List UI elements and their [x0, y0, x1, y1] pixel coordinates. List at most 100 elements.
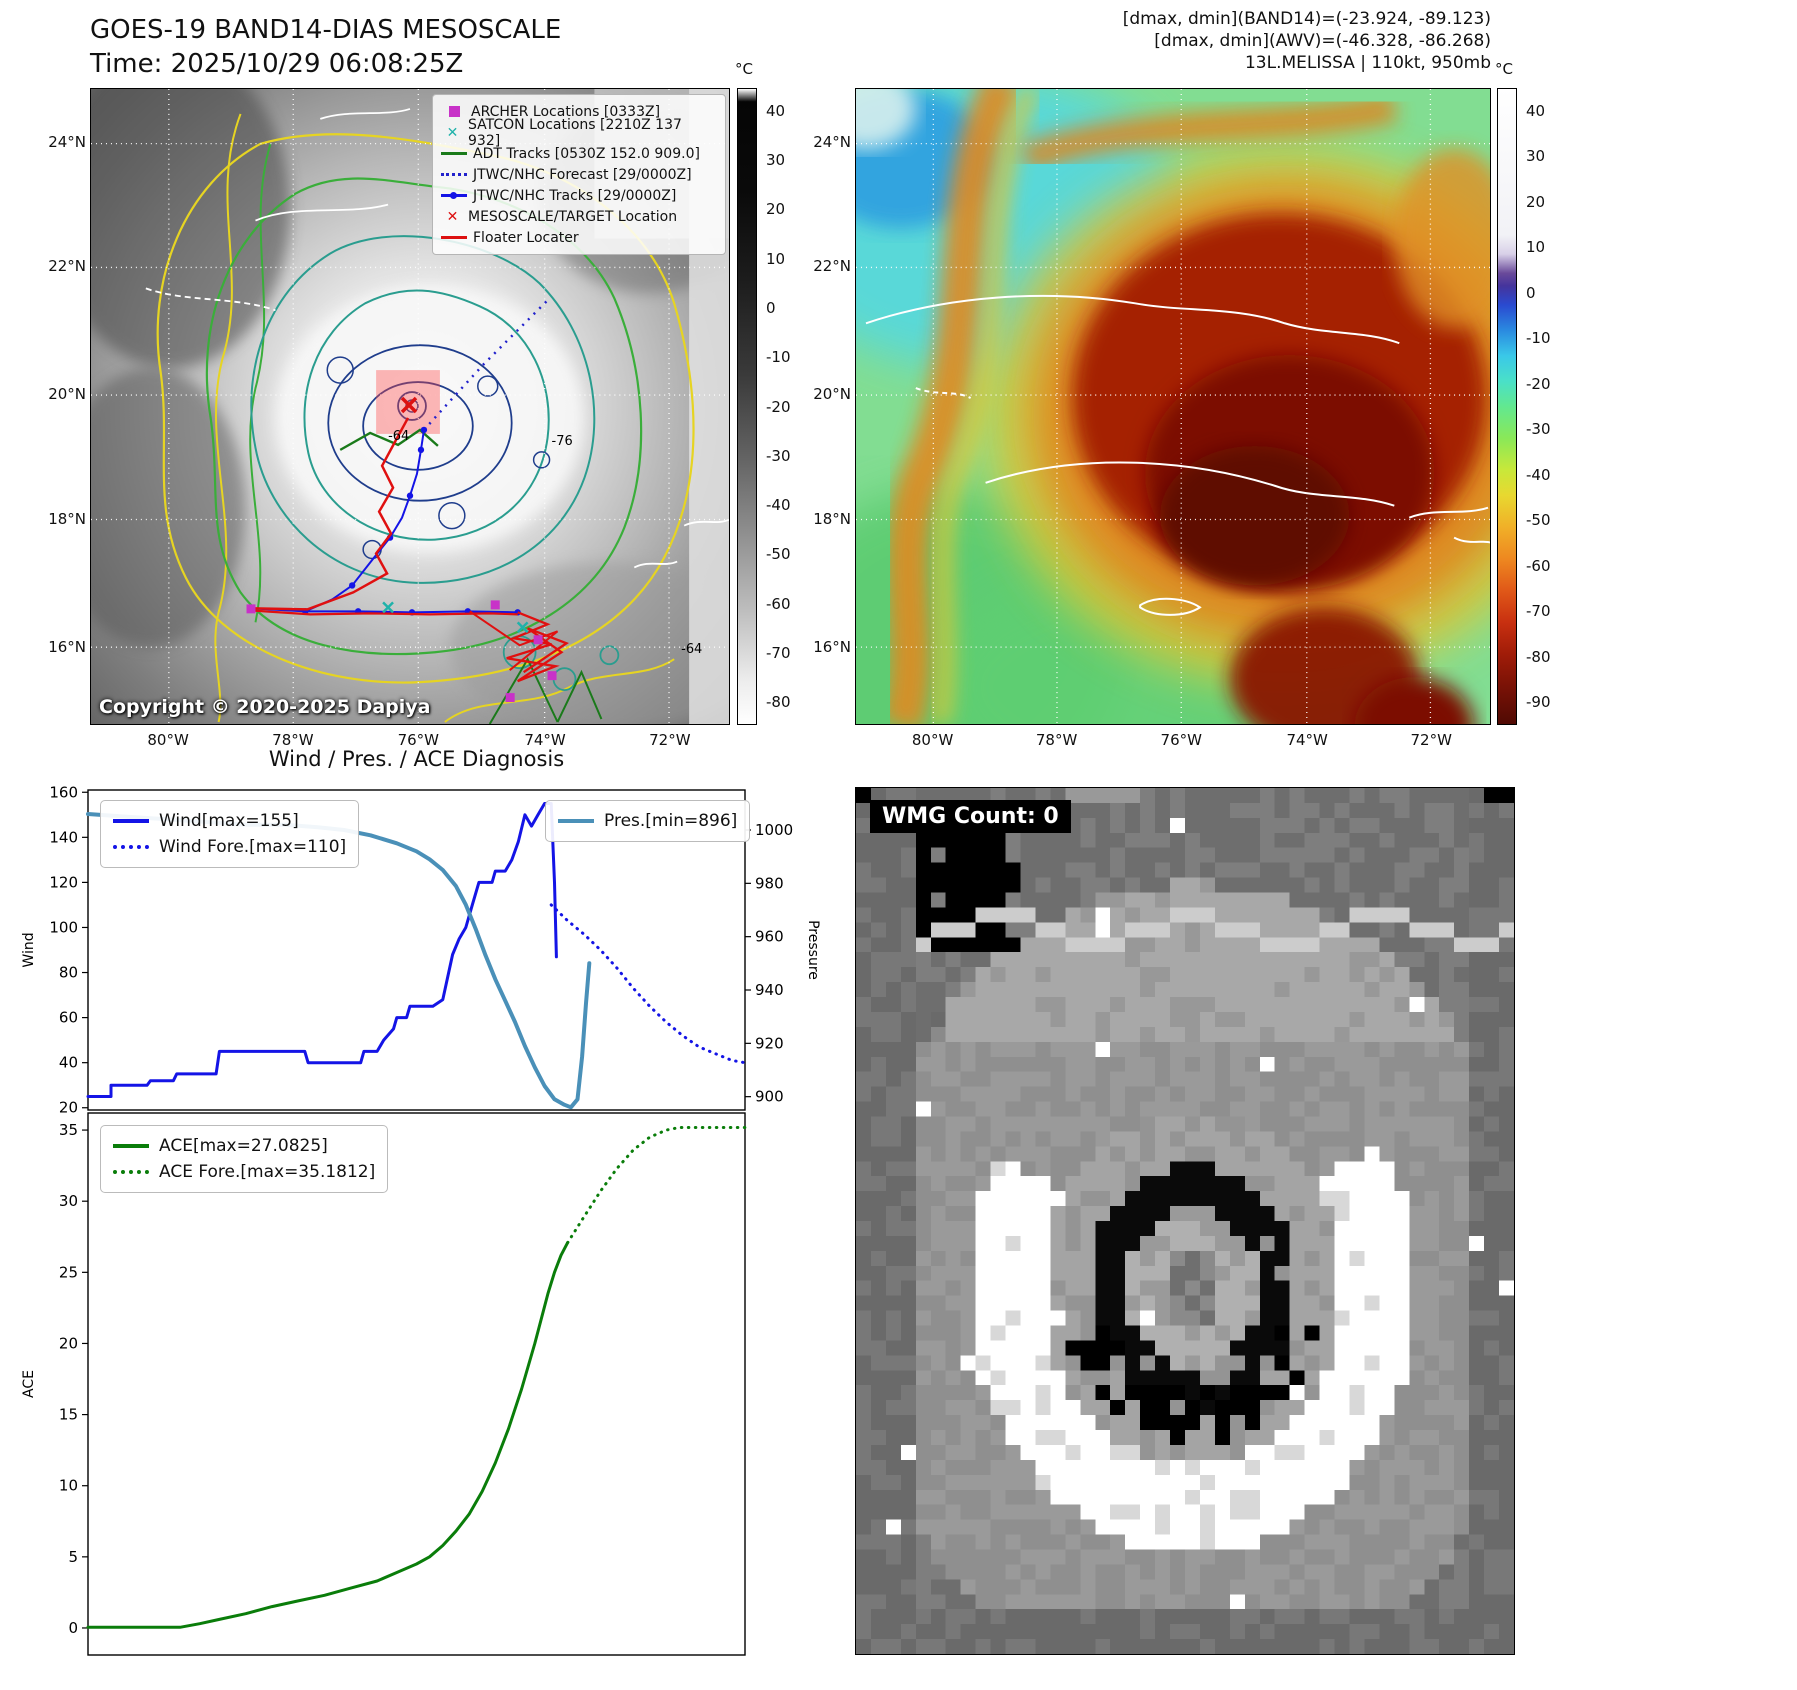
- y-tick-label: 980: [755, 874, 784, 892]
- colorbar-tick-label: -60: [766, 594, 791, 613]
- series-line: [549, 903, 747, 1065]
- coastlines: [865, 294, 1490, 616]
- legend-item-label: SATCON Locations [2210Z 137 932]: [468, 116, 682, 149]
- chart-legend-item: ACE Fore.[max=35.1812]: [113, 1159, 375, 1185]
- series-swatch: [113, 819, 149, 823]
- colorbar-tick-label: -40: [1526, 465, 1551, 484]
- y-tick-label: 0: [68, 1619, 78, 1637]
- y-tick-label: 10: [59, 1477, 78, 1495]
- awv-colorbar-ticks: 40 30 20 10 0 -10 -20 -30 -40 -50 -60 -70 -80 -90: [1522, 88, 1568, 725]
- line-dot-legend-marker: [441, 192, 467, 199]
- legend-item: ARCHER Locations [0333Z]: [441, 101, 717, 122]
- y-tick-label: 15: [59, 1406, 78, 1424]
- legend-item-label: ADT Tracks [0530Z 152.0 909.0]: [473, 145, 700, 162]
- colorbar-tick-label: -50: [1526, 511, 1551, 530]
- y-tick-label: 100: [49, 918, 78, 936]
- chart-legend-item: Wind Fore.[max=110]: [113, 834, 346, 860]
- chart-legend-item: Pres.[min=896]: [558, 808, 737, 834]
- awv-satellite-map: [855, 88, 1491, 725]
- awv-lon-ticks: 80°W 78°W 76°W 74°W 72°W: [855, 731, 1491, 753]
- contour-value-label: -64: [681, 642, 702, 657]
- target-x-marker: [400, 396, 418, 414]
- colorbar-tick-label: -30: [1526, 420, 1551, 439]
- colorbar-tick-label: -10: [766, 348, 791, 367]
- dmax-dmin-band14: [dmax, dmin](BAND14)=(-23.924, -89.123): [1122, 9, 1491, 29]
- colorbar-tick-label: 20: [766, 200, 786, 219]
- storm-id-intensity: 13L.MELISSA | 110kt, 950mb: [1244, 53, 1491, 73]
- y-tick-label: 1000: [755, 821, 793, 839]
- lon-tick-label: 72°W: [649, 731, 691, 749]
- colorbar-tick-label: 30: [766, 151, 786, 170]
- band14-panel-title: GOES-19 BAND14-DIAS MESOSCALE: [90, 15, 562, 45]
- band14-lat-ticks: 24°N 22°N 20°N 18°N 16°N: [36, 88, 86, 725]
- contour-value-label: -76: [552, 434, 573, 449]
- series-label: Pres.[min=896]: [604, 811, 738, 831]
- lon-tick-label: 72°W: [1410, 731, 1452, 749]
- y-tick-label: 35: [59, 1121, 78, 1139]
- y-tick-label: 140: [49, 828, 78, 846]
- legend-dot: [450, 192, 457, 199]
- map-gridlines: [856, 89, 1490, 724]
- awv-lat-ticks: 24°N 22°N 20°N 18°N 16°N: [801, 88, 851, 725]
- band14-colorbar-unit: °C: [735, 60, 753, 78]
- y-tick-label: 20: [59, 1099, 78, 1117]
- y-axis-label: Wind: [21, 932, 37, 967]
- colorbar-tick-label: -50: [766, 545, 791, 564]
- color-enhanced-imagery: [856, 89, 1490, 724]
- pressure-legend: Pres.[min=896]: [545, 800, 751, 842]
- y-tick-label: 960: [755, 928, 784, 946]
- band14-satellite-map: -64 -76 -64 ARCHER Locations [0333Z] ✕ SATCO…: [90, 88, 730, 725]
- colorbar-tick-label: 0: [766, 298, 776, 317]
- colorbar-tick-label: 40: [766, 101, 786, 120]
- colorbar-tick-label: -80: [1526, 647, 1551, 666]
- diagnosis-charts-title: Wind / Pres. / ACE Diagnosis: [268, 747, 565, 771]
- wind-legend: Wind[max=155] Wind Fore.[max=110]: [100, 800, 360, 868]
- colorbar-tick-label: -80: [766, 693, 791, 712]
- legend-item: Floater Locater: [441, 227, 717, 248]
- line-legend-marker: [441, 152, 467, 155]
- series-line: [566, 1126, 747, 1245]
- lon-tick-label: 76°W: [1160, 731, 1202, 749]
- plot-area: [87, 1112, 746, 1656]
- legend-item-label: MESOSCALE/TARGET Location: [468, 208, 678, 225]
- colorbar-tick-label: -40: [766, 496, 791, 515]
- series-swatch: [558, 819, 594, 823]
- awv-colorbar-unit: °C: [1495, 60, 1513, 78]
- archer-markers: [246, 600, 557, 703]
- line-legend-marker: [441, 236, 467, 239]
- lon-tick-label: 78°W: [1035, 731, 1078, 749]
- awv-header: [dmax, dmin](BAND14)=(-23.924, -89.123) …: [991, 8, 1491, 74]
- y-tick-label: 60: [59, 1009, 78, 1027]
- wmg-count-label: WMG Count: 0: [870, 800, 1071, 833]
- copyright-label: Copyright © 2020-2025 Dapiya: [99, 696, 431, 718]
- band14-lon-ticks: 80°W 78°W 76°W 74°W 72°W: [90, 731, 730, 753]
- y-tick-label: 5: [68, 1548, 78, 1566]
- legend-item: JTWC/NHC Forecast [29/0000Z]: [441, 164, 717, 185]
- y-tick-label: 30: [59, 1192, 78, 1210]
- chart-legend-item: ACE[max=27.0825]: [113, 1133, 375, 1159]
- dotted-legend-marker: [441, 173, 467, 176]
- x-legend-marker: ✕: [446, 124, 459, 141]
- series-label: Wind Fore.[max=110]: [159, 837, 347, 857]
- lat-tick-label: 22°N: [813, 256, 851, 275]
- series-swatch: [113, 1144, 149, 1148]
- colorbar-tick-label: -10: [1526, 329, 1551, 348]
- y-tick-label: 120: [49, 873, 78, 891]
- wmg-pixel-imagery: [856, 788, 1514, 1654]
- y-tick-label: 920: [755, 1034, 784, 1052]
- series-swatch: [113, 845, 149, 849]
- y-tick-label: 40: [59, 1054, 78, 1072]
- legend-item-label: ARCHER Locations [0333Z]: [471, 103, 661, 120]
- series-label: Wind[max=155]: [159, 811, 299, 831]
- legend-item: ✕ SATCON Locations [2210Z 137 932]: [441, 117, 717, 149]
- y-tick-label: 900: [755, 1088, 784, 1106]
- colorbar-tick-label: -60: [1526, 556, 1551, 575]
- map-legend: ARCHER Locations [0333Z] ✕ SATCON Location…: [432, 94, 726, 255]
- satcon-markers: [382, 601, 529, 634]
- legend-item-label: Floater Locater: [473, 229, 579, 246]
- colorbar-tick-label: -20: [1526, 374, 1551, 393]
- lat-tick-label: 20°N: [813, 385, 851, 404]
- x-legend-marker: ✕: [446, 208, 459, 225]
- lat-tick-label: 18°N: [813, 509, 851, 528]
